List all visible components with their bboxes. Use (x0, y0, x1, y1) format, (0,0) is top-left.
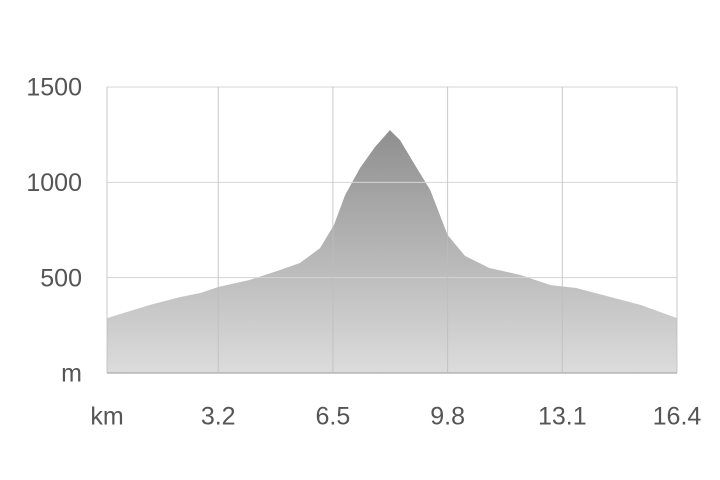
y-tick-label: 1000 (26, 169, 82, 197)
y-tick-label: 1500 (26, 74, 82, 102)
x-tick-label: km (90, 403, 123, 431)
x-tick-label: 3.2 (201, 403, 236, 431)
x-tick-label: 13.1 (538, 403, 587, 431)
y-tick-label: 500 (40, 264, 82, 292)
y-tick-label: m (61, 360, 82, 388)
elevation-area (107, 130, 677, 373)
x-tick-label: 16.4 (653, 403, 702, 431)
x-tick-label: 9.8 (430, 403, 465, 431)
x-tick-label: 6.5 (316, 403, 351, 431)
